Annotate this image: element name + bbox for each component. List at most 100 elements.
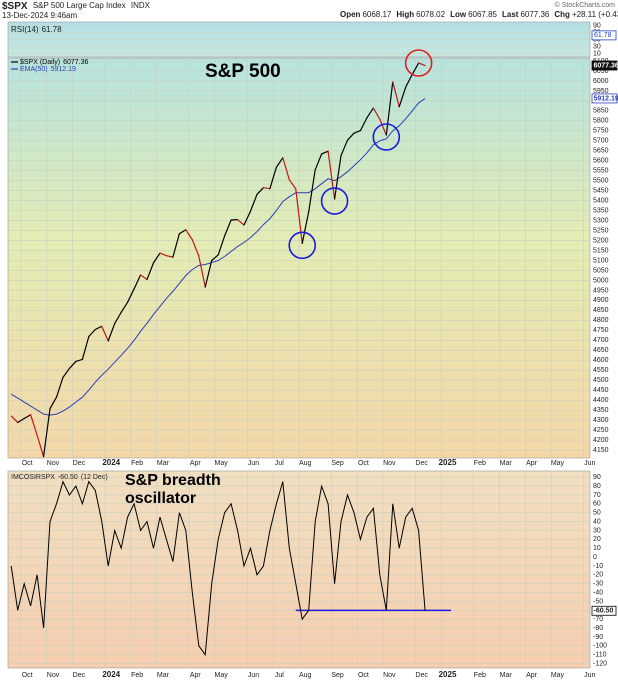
y-tick-label: 5100: [593, 257, 609, 264]
x-tick-label: May: [215, 460, 229, 467]
x-tick-label: Mar: [157, 672, 170, 679]
y-tick-label: 5950: [593, 88, 609, 95]
price-segment: [204, 259, 213, 288]
y-tick-label: 4150: [593, 447, 609, 454]
price-segment: [159, 252, 168, 257]
price-segment: [295, 188, 303, 244]
price-segment: [398, 86, 407, 108]
price-segment: [262, 187, 271, 190]
y-tick-label: -30: [593, 581, 603, 588]
y-tick-label: -70: [593, 616, 603, 623]
price-segment: [243, 210, 252, 226]
price-segment: [185, 229, 193, 241]
y-tick-label: -20: [593, 572, 603, 579]
x-tick-label: Feb: [474, 460, 486, 467]
rsi-value-box: [591, 30, 617, 41]
x-tick-label: Dec: [415, 672, 428, 679]
y-tick-label: 4550: [593, 367, 609, 374]
y-tick-label: -40: [593, 589, 603, 596]
price-segment: [55, 376, 64, 398]
price-segment: [94, 325, 103, 331]
x-tick-label: 2024: [102, 458, 120, 467]
annotation: oscillator: [125, 490, 196, 507]
y-tick-label: 5150: [593, 247, 609, 254]
y-tick-label: 4400: [593, 397, 609, 404]
y-tick-label: 5250: [593, 227, 609, 234]
x-tick-label: Feb: [474, 672, 486, 679]
price-segment: [269, 166, 277, 190]
price-segment: [333, 154, 342, 200]
price-segment: [88, 328, 96, 338]
legend-name: EMA(50): [20, 66, 48, 73]
header-line: $SPX S&P 500 Large Cap Index INDX: [2, 1, 151, 12]
y-tick-label: 10: [593, 545, 601, 552]
rsi-value: 61.78: [42, 25, 63, 34]
price-segment: [172, 233, 180, 258]
price-segment: [275, 157, 284, 168]
x-tick-label: 2025: [439, 458, 457, 467]
x-tick-label: May: [551, 672, 565, 679]
legend-name: !MCOSIRSPX: [11, 474, 55, 481]
legend-value: 5912.19: [51, 66, 76, 73]
y-tick-label: -120: [593, 660, 607, 667]
series-line: [10, 98, 426, 416]
price-segment: [249, 193, 258, 212]
price-segment: [81, 335, 90, 361]
x-tick-label: Jul: [275, 460, 284, 467]
legend-name: $SPX (Daily): [20, 59, 60, 66]
exchange: INDX: [131, 1, 151, 10]
rsi-legend: RSI(14) 61.78: [11, 25, 62, 34]
series-line: [10, 480, 426, 657]
x-tick-label: Jun: [584, 460, 595, 467]
quote-value: 6077.36: [520, 10, 549, 19]
x-tick-label: Dec: [415, 460, 428, 467]
y-tick-label: 4900: [593, 297, 609, 304]
y-tick-label: 5800: [593, 118, 609, 125]
price-segment: [152, 252, 161, 264]
x-tick-label: Feb: [131, 460, 143, 467]
y-tick-label: 4850: [593, 307, 609, 314]
y-tick-label: 4600: [593, 357, 609, 364]
last-value-box: [591, 93, 618, 104]
y-tick-label: -100: [593, 643, 607, 650]
x-tick-label: Nov: [47, 460, 60, 467]
x-tick-label: Jul: [275, 672, 284, 679]
x-tick-label: Oct: [22, 672, 33, 679]
x-tick-label: Sep: [331, 672, 344, 679]
legend-value: 6077.36: [63, 59, 88, 66]
price-segment: [217, 235, 226, 256]
x-tick-label: Jun: [584, 672, 595, 679]
y-tick-label: 5200: [593, 237, 609, 244]
highlight-circle: [404, 49, 433, 77]
y-tick-label: 90: [593, 22, 601, 29]
y-tick-label: -110: [593, 652, 607, 659]
y-tick-label: 5450: [593, 188, 609, 195]
symbol: $SPX: [2, 1, 28, 12]
y-tick-label: 5700: [593, 138, 609, 145]
price-segment: [385, 81, 394, 136]
y-tick-label: 4750: [593, 327, 609, 334]
y-tick-label: 5600: [593, 158, 609, 165]
price-segment: [101, 325, 109, 342]
annotation: S&P breadth: [125, 472, 221, 489]
price-segment: [68, 360, 77, 370]
price-segment: [165, 255, 174, 258]
x-tick-label: Nov: [383, 672, 396, 679]
price-segment: [120, 301, 129, 313]
x-tick-label: Apr: [190, 460, 202, 467]
price-segment: [211, 254, 219, 262]
legend-entry: $SPX (Daily) 6077.36: [20, 59, 88, 66]
price-segment: [236, 218, 245, 226]
x-tick-label: Oct: [358, 460, 369, 467]
price-segment: [366, 107, 374, 119]
y-tick-label: 6000: [593, 78, 609, 85]
datetime: 13-Dec-2024 9:46am: [2, 11, 77, 20]
price-segment: [256, 187, 265, 196]
y-tick-label: 70: [593, 492, 601, 499]
y-tick-label: 5400: [593, 197, 609, 204]
osc-legend: !MCOSIRSPX -60.50 (12 Dec): [11, 474, 108, 481]
y-tick-label: 4700: [593, 337, 609, 344]
x-tick-label: Mar: [500, 460, 513, 467]
y-tick-label: 4650: [593, 347, 609, 354]
y-tick-label: 6050: [593, 68, 609, 75]
